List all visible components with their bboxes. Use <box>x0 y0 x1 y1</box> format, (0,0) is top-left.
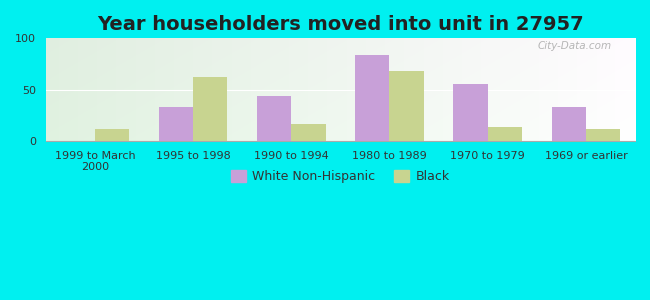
Bar <box>453 84 488 141</box>
Bar <box>257 96 291 141</box>
Bar <box>193 77 227 141</box>
Bar <box>159 107 193 141</box>
Bar <box>291 124 326 141</box>
Bar <box>355 55 389 141</box>
Bar <box>551 107 586 141</box>
Bar <box>389 71 424 141</box>
Text: City-Data.com: City-Data.com <box>538 41 612 51</box>
Bar <box>586 129 620 141</box>
Bar <box>488 127 522 141</box>
Title: Year householders moved into unit in 27957: Year householders moved into unit in 279… <box>97 15 584 34</box>
Legend: White Non-Hispanic, Black: White Non-Hispanic, Black <box>226 165 454 188</box>
Bar <box>95 129 129 141</box>
